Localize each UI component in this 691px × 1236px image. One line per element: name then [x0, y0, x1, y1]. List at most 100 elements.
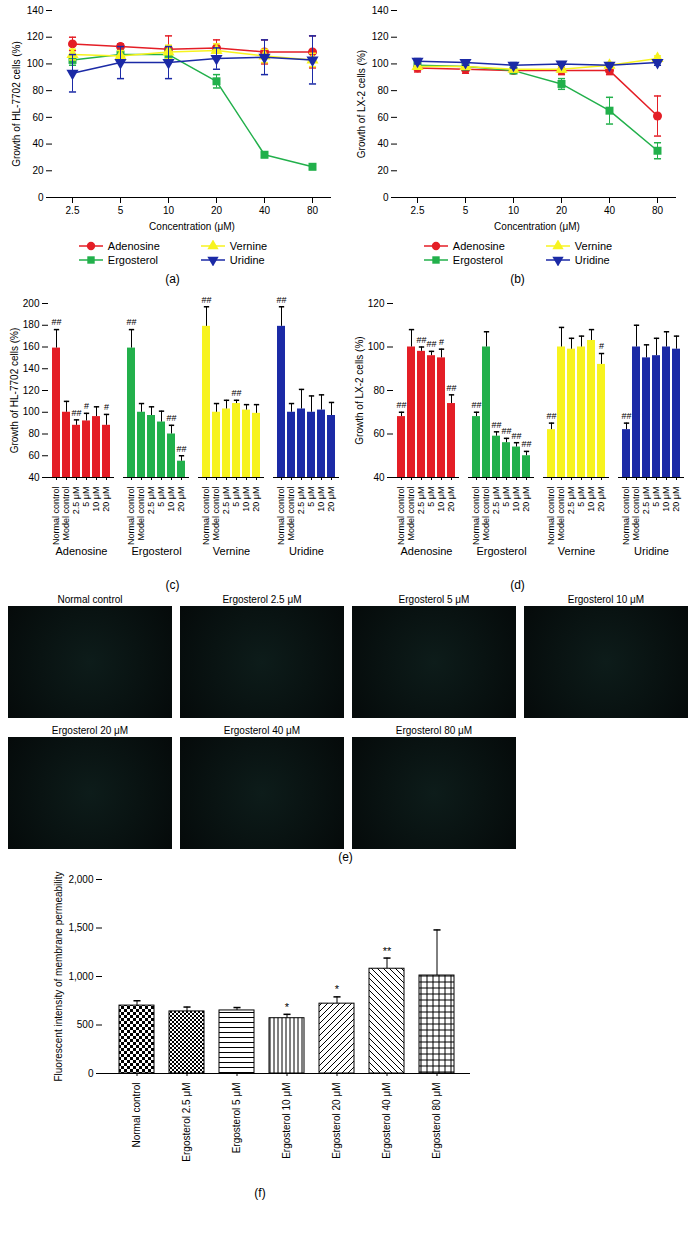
svg-text:##: ##	[276, 295, 286, 305]
svg-text:#: #	[599, 341, 604, 351]
svg-text:##: ##	[176, 444, 186, 454]
svg-text:5: 5	[463, 205, 469, 216]
svg-text:2.5 μM: 2.5 μM	[71, 487, 81, 515]
svg-text:##: ##	[491, 420, 501, 430]
svg-text:#: #	[104, 402, 109, 412]
svg-text:20 μM: 20 μM	[326, 487, 336, 512]
svg-text:10 μM: 10 μM	[586, 487, 596, 512]
svg-text:5 μM: 5 μM	[501, 487, 511, 507]
svg-text:20 μM: 20 μM	[671, 487, 681, 512]
svg-text:##: ##	[471, 400, 481, 410]
svg-text:10 μM: 10 μM	[166, 487, 176, 512]
svg-text:##: ##	[511, 431, 521, 441]
svg-text:Concentration (μM): Concentration (μM)	[149, 221, 235, 232]
svg-text:Adenosine: Adenosine	[401, 545, 453, 557]
svg-text:2.5: 2.5	[411, 205, 425, 216]
svg-text:140: 140	[23, 363, 40, 374]
svg-text:1,000: 1,000	[68, 971, 93, 982]
svg-text:40: 40	[28, 472, 40, 483]
svg-text:##: ##	[446, 383, 456, 393]
svg-text:##: ##	[521, 439, 531, 449]
svg-text:##: ##	[426, 339, 436, 349]
svg-text:##: ##	[71, 408, 81, 418]
svg-text:Normal control: Normal control	[201, 487, 211, 546]
svg-text:Uridine: Uridine	[634, 545, 669, 557]
svg-text:Model control: Model control	[136, 487, 146, 541]
svg-text:5 μM: 5 μM	[426, 487, 436, 507]
svg-text:0: 0	[38, 192, 44, 203]
svg-text:2.5 μM: 2.5 μM	[566, 487, 576, 515]
svg-text:Model control: Model control	[481, 487, 491, 541]
svg-text:Ergosterol 80 μM: Ergosterol 80 μM	[431, 1083, 442, 1159]
svg-text:5 μM: 5 μM	[156, 487, 166, 507]
svg-text:Ergosterol 40 μM: Ergosterol 40 μM	[381, 1083, 392, 1159]
svg-text:20: 20	[211, 205, 223, 216]
svg-text:Growth of LX-2 cells (%): Growth of LX-2 cells (%)	[354, 336, 365, 444]
svg-text:**: **	[383, 945, 392, 957]
svg-text:*: *	[335, 983, 340, 995]
svg-text:Fluorescent intensity of membr: Fluorescent intensity of membrane permea…	[53, 871, 64, 1081]
svg-text:20 μM: 20 μM	[446, 487, 456, 512]
svg-text:2.5 μM: 2.5 μM	[221, 487, 231, 515]
svg-text:1,500: 1,500	[68, 922, 93, 933]
svg-text:10 μM: 10 μM	[316, 487, 326, 512]
svg-text:5 μM: 5 μM	[651, 487, 661, 507]
svg-text:Vernine: Vernine	[558, 545, 595, 557]
svg-text:10 μM: 10 μM	[511, 487, 521, 512]
svg-text:100: 100	[372, 58, 389, 69]
svg-text:20 μM: 20 μM	[251, 487, 261, 512]
svg-text:Normal control: Normal control	[276, 487, 286, 546]
svg-text:40: 40	[377, 138, 389, 149]
svg-text:Model control: Model control	[61, 487, 71, 541]
svg-text:Growth of HL-7702 cells (%): Growth of HL-7702 cells (%)	[9, 328, 20, 454]
svg-text:Ergosterol 20 μM: Ergosterol 20 μM	[331, 1083, 342, 1159]
svg-text:80: 80	[652, 205, 664, 216]
svg-text:100: 100	[23, 406, 40, 417]
svg-text:2.5: 2.5	[66, 205, 80, 216]
svg-text:120: 120	[23, 385, 40, 396]
svg-text:80: 80	[307, 205, 319, 216]
svg-text:Model control: Model control	[211, 487, 221, 541]
svg-text:5 μM: 5 μM	[81, 487, 91, 507]
svg-text:10: 10	[163, 205, 175, 216]
svg-text:140: 140	[372, 5, 389, 16]
svg-text:140: 140	[27, 5, 44, 16]
svg-text:2.5 μM: 2.5 μM	[416, 487, 426, 515]
svg-text:##: ##	[51, 317, 61, 327]
svg-text:2.5 μM: 2.5 μM	[146, 487, 156, 515]
svg-text:10: 10	[508, 205, 520, 216]
svg-text:##: ##	[396, 400, 406, 410]
svg-text:Model control: Model control	[286, 487, 296, 541]
svg-text:5 μM: 5 μM	[306, 487, 316, 507]
svg-text:##: ##	[546, 411, 556, 421]
svg-text:160: 160	[23, 341, 40, 352]
svg-text:20 μM: 20 μM	[176, 487, 186, 512]
svg-text:20 μM: 20 μM	[101, 487, 111, 512]
svg-text:Ergosterol: Ergosterol	[476, 545, 526, 557]
svg-text:20 μM: 20 μM	[521, 487, 531, 512]
svg-text:Ergosterol 5 μM: Ergosterol 5 μM	[231, 1083, 242, 1154]
svg-text:Concentration (μM): Concentration (μM)	[494, 221, 580, 232]
svg-text:Model control: Model control	[631, 487, 641, 541]
svg-text:20: 20	[377, 165, 389, 176]
svg-text:Ergosterol: Ergosterol	[131, 545, 181, 557]
svg-text:120: 120	[27, 31, 44, 42]
svg-text:20 μM: 20 μM	[596, 487, 606, 512]
svg-text:0: 0	[383, 192, 389, 203]
svg-text:2.5 μM: 2.5 μM	[491, 487, 501, 515]
svg-text:500: 500	[77, 1019, 94, 1030]
svg-text:10 μM: 10 μM	[91, 487, 101, 512]
svg-text:80: 80	[28, 428, 40, 439]
svg-text:5 μM: 5 μM	[576, 487, 586, 507]
svg-text:180: 180	[23, 319, 40, 330]
svg-text:#: #	[84, 401, 89, 411]
svg-text:5 μM: 5 μM	[231, 487, 241, 507]
svg-text:100: 100	[368, 341, 385, 352]
svg-text:Normal control: Normal control	[546, 487, 556, 546]
svg-text:0: 0	[88, 1068, 94, 1079]
svg-text:100: 100	[27, 58, 44, 69]
svg-text:Normal control: Normal control	[131, 1083, 142, 1148]
svg-text:20: 20	[556, 205, 568, 216]
svg-text:60: 60	[377, 112, 389, 123]
svg-text:##: ##	[201, 295, 211, 305]
